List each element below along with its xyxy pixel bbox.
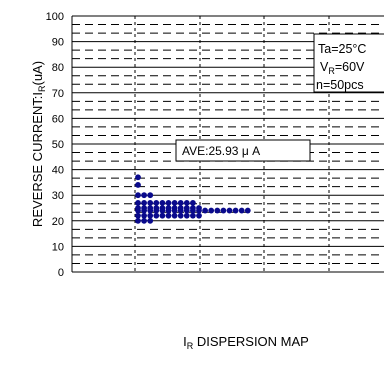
data-point (141, 212, 148, 219)
data-point (135, 174, 141, 181)
data-point (147, 199, 154, 206)
y-tick-label: 60 (52, 113, 64, 125)
data-point (183, 212, 190, 219)
data-point (141, 192, 148, 199)
data-point (238, 207, 245, 214)
data-point (196, 207, 202, 214)
data-point (141, 217, 148, 224)
data-point (147, 192, 154, 199)
data-point (159, 199, 166, 206)
y-tick-label: 50 (52, 139, 64, 151)
data-point (196, 212, 202, 219)
data-point (147, 217, 154, 224)
data-point (244, 207, 251, 214)
data-point (165, 212, 172, 219)
data-point (141, 207, 148, 214)
data-point (171, 199, 178, 206)
data-point (190, 199, 196, 206)
data-point (147, 207, 154, 214)
data-point (183, 207, 190, 214)
data-point (208, 207, 215, 214)
y-tick-label: 80 (52, 62, 64, 74)
data-point (135, 199, 141, 206)
average-annotation-box (175, 139, 311, 162)
conditions-box (313, 33, 384, 93)
condition-temperature: Ta=25°C (318, 42, 366, 56)
x-axis-label: IR DISPERSION MAP (183, 334, 309, 351)
data-point (135, 182, 141, 188)
data-point (177, 207, 184, 214)
data-point (159, 207, 166, 214)
y-axis-label: REVERSE CURRENT:IR(uA) (30, 61, 47, 227)
y-tick-labels: 0 10 20 30 40 50 60 70 80 90 100 (46, 11, 64, 279)
average-annotation: AVE:25.93 μ A (182, 144, 260, 158)
data-point (190, 212, 196, 219)
condition-sample-count: n=50pcs (316, 78, 364, 92)
y-tick-label: 0 (58, 267, 64, 279)
data-point (165, 207, 172, 214)
data-point (135, 217, 141, 224)
data-point (190, 207, 196, 214)
data-point (153, 199, 160, 206)
data-point (171, 207, 178, 214)
data-point (147, 212, 154, 219)
y-tick-label: 90 (52, 37, 64, 49)
data-point (141, 199, 148, 206)
y-tick-label: 20 (52, 216, 64, 228)
y-tick-label: 30 (52, 190, 64, 202)
data-point (177, 199, 184, 206)
data-point (153, 207, 160, 214)
data-point (135, 192, 141, 199)
data-point (183, 199, 190, 206)
y-tick-label: 100 (46, 11, 64, 23)
y-tick-label: 40 (52, 165, 64, 177)
data-points (135, 174, 251, 224)
data-point (171, 212, 178, 219)
data-point (153, 212, 160, 219)
data-point (135, 212, 141, 219)
data-point (159, 212, 166, 219)
condition-voltage: VR=60V (320, 60, 365, 76)
data-point (177, 212, 184, 219)
data-point (165, 199, 172, 206)
data-point (220, 207, 227, 214)
data-point (135, 207, 141, 214)
y-tick-label: 10 (52, 241, 64, 253)
data-point (232, 207, 239, 214)
y-tick-label: 70 (52, 88, 64, 100)
data-point (226, 207, 233, 214)
data-point (214, 207, 221, 214)
data-point (202, 207, 209, 214)
